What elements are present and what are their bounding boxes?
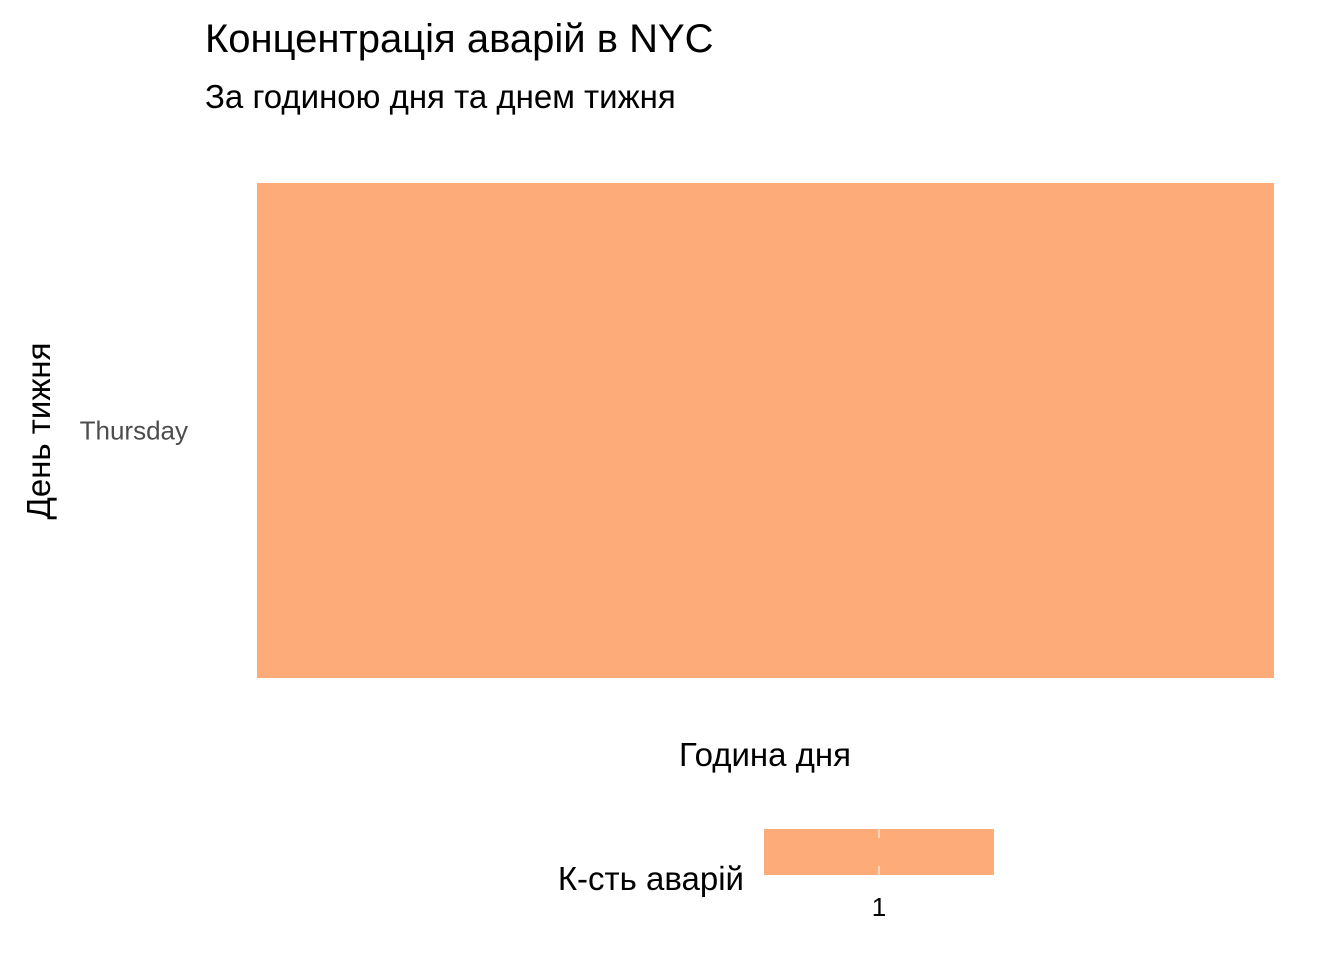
legend: К-сть аварій 1 [558, 829, 994, 922]
y-axis-ticks: Thursday [80, 416, 188, 446]
legend-colorbar: 1 [764, 829, 994, 922]
chart-subtitle: За годиною дня та днем тижня [205, 78, 676, 115]
legend-title: К-сть аварій [558, 860, 744, 897]
legend-tick-label: 1 [872, 892, 886, 922]
chart-title: Концентрація аварій в NYC [205, 17, 714, 61]
y-tick-label: Thursday [80, 416, 188, 446]
x-axis-label: Година дня [679, 736, 851, 773]
y-axis-label: День тижня [20, 342, 57, 519]
plot-area [257, 183, 1274, 678]
heatmap-cell [257, 183, 1274, 678]
